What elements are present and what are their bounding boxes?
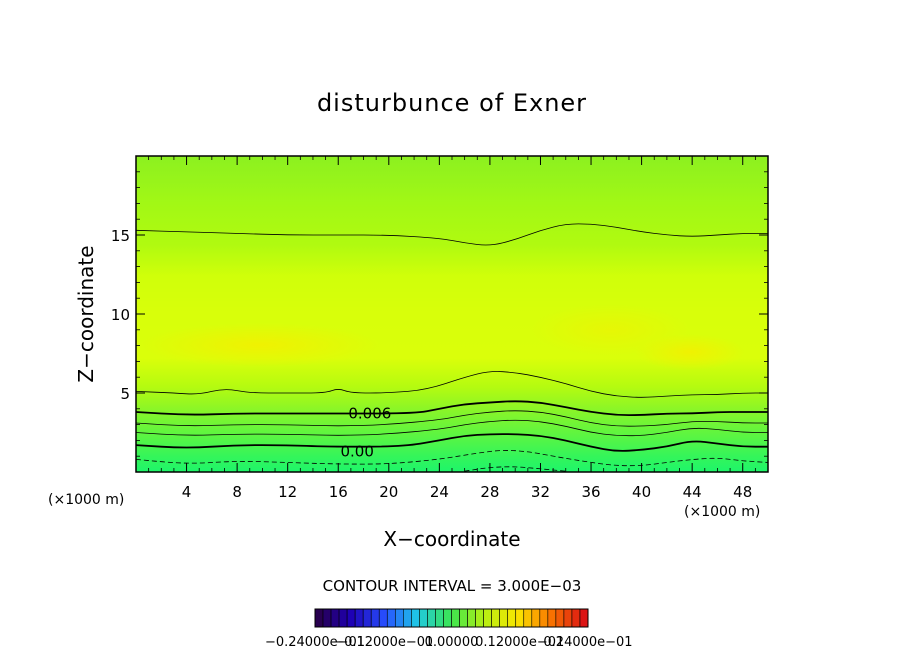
contour-line bbox=[136, 450, 768, 467]
colorbar-cell bbox=[386, 608, 396, 628]
contour-lines bbox=[136, 223, 768, 472]
colorbar-cell bbox=[362, 608, 372, 628]
y-axis-unit: (×1000 m) bbox=[48, 492, 124, 508]
colorbar-cell bbox=[571, 608, 581, 628]
colorbar-tick-label: 0.00000 bbox=[425, 635, 479, 650]
colorbar-cell bbox=[515, 608, 525, 628]
colorbar bbox=[314, 608, 589, 628]
colorbar-cell bbox=[539, 608, 549, 628]
y-tick-label: 15 bbox=[111, 227, 130, 245]
contour-line bbox=[464, 466, 566, 472]
y-axis-ticks: 5 10 15 bbox=[111, 171, 768, 457]
x-tick-label: 48 bbox=[733, 483, 752, 501]
colorbar-cell bbox=[459, 608, 468, 628]
colorbar-cell bbox=[322, 608, 332, 628]
contour-line bbox=[136, 223, 768, 246]
colorbar-cell bbox=[354, 608, 364, 628]
x-tick-label: 28 bbox=[480, 483, 499, 501]
maximum-region bbox=[530, 304, 690, 356]
colorbar-cell bbox=[403, 608, 412, 628]
x-tick-label: 4 bbox=[182, 483, 192, 501]
x-tick-label: 44 bbox=[683, 483, 702, 501]
colorbar-tick-labels: −0.24000e−01−0.12000e−010.000000.12000e−… bbox=[265, 635, 633, 650]
colorbar-tick-label: −0.24000e−01 bbox=[265, 635, 365, 650]
colorbar-cell bbox=[563, 608, 573, 628]
maximum-region bbox=[140, 323, 380, 367]
contour-line bbox=[136, 433, 768, 452]
colorbar-cell bbox=[370, 608, 380, 628]
x-tick-label: 12 bbox=[278, 483, 297, 501]
colorbar-tick-label: −0.12000e−01 bbox=[333, 635, 433, 650]
y-axis-label: Z−coordinate bbox=[74, 245, 98, 382]
plot-area bbox=[136, 156, 768, 472]
colorbar-cell bbox=[531, 608, 541, 628]
contour-labels: 0.006 0.00 bbox=[340, 405, 391, 461]
x-tick-label: 32 bbox=[531, 483, 550, 501]
colorbar-cell bbox=[483, 608, 492, 628]
x-tick-label: 40 bbox=[632, 483, 651, 501]
colorbar-cell bbox=[346, 608, 356, 628]
colorbar-cell bbox=[467, 608, 476, 628]
colorbar-cell bbox=[411, 608, 420, 628]
x-tick-label: 20 bbox=[379, 483, 398, 501]
x-axis-label: X−coordinate bbox=[383, 527, 520, 551]
colorbar-cell bbox=[330, 608, 340, 628]
contour-label: 0.006 bbox=[348, 405, 391, 423]
colorbar-frame bbox=[314, 608, 589, 628]
colorbar-cell bbox=[419, 608, 428, 628]
colorbar-tick-label: 0.12000e−01 bbox=[475, 635, 564, 650]
x-axis-ticks: 4 8 12 16 20 24 28 32 36 40 44 48 bbox=[148, 156, 756, 501]
contour-line bbox=[136, 371, 768, 398]
colorbar-cell bbox=[314, 608, 324, 628]
colorbar-cell bbox=[427, 608, 436, 628]
colorbar-cell bbox=[579, 608, 589, 628]
colorbar-cell bbox=[499, 608, 509, 628]
contour-line bbox=[136, 410, 768, 427]
y-tick-label: 5 bbox=[120, 385, 130, 403]
colorbar-cell bbox=[435, 608, 444, 628]
x-tick-label: 8 bbox=[232, 483, 242, 501]
colorbar-cell bbox=[443, 608, 452, 628]
colorbar-cell bbox=[523, 608, 533, 628]
x-axis-unit: (×1000 m) bbox=[684, 504, 760, 520]
colorbar-cell bbox=[555, 608, 565, 628]
x-tick-label: 36 bbox=[581, 483, 600, 501]
colorbar-cell bbox=[475, 608, 484, 628]
y-tick-label: 10 bbox=[111, 306, 130, 324]
contour-label: 0.00 bbox=[340, 442, 373, 460]
colorbar-cell bbox=[394, 608, 404, 628]
x-tick-label: 24 bbox=[430, 483, 449, 501]
contour-interval: CONTOUR INTERVAL = 3.000E−03 bbox=[323, 577, 582, 595]
colorbar-cell bbox=[547, 608, 557, 628]
colorbar-cell bbox=[378, 608, 388, 628]
contour-line bbox=[136, 400, 768, 417]
colorbar-cell bbox=[451, 608, 460, 628]
x-tick-label: 16 bbox=[329, 483, 348, 501]
colorbar-tick-label: 0.24000e−01 bbox=[543, 635, 632, 650]
chart-title: disturbunce of Exner bbox=[317, 89, 587, 117]
colorbar-cell bbox=[491, 608, 500, 628]
colorbar-cell bbox=[338, 608, 348, 628]
contour-line bbox=[136, 419, 768, 437]
colorbar-cell bbox=[507, 608, 517, 628]
